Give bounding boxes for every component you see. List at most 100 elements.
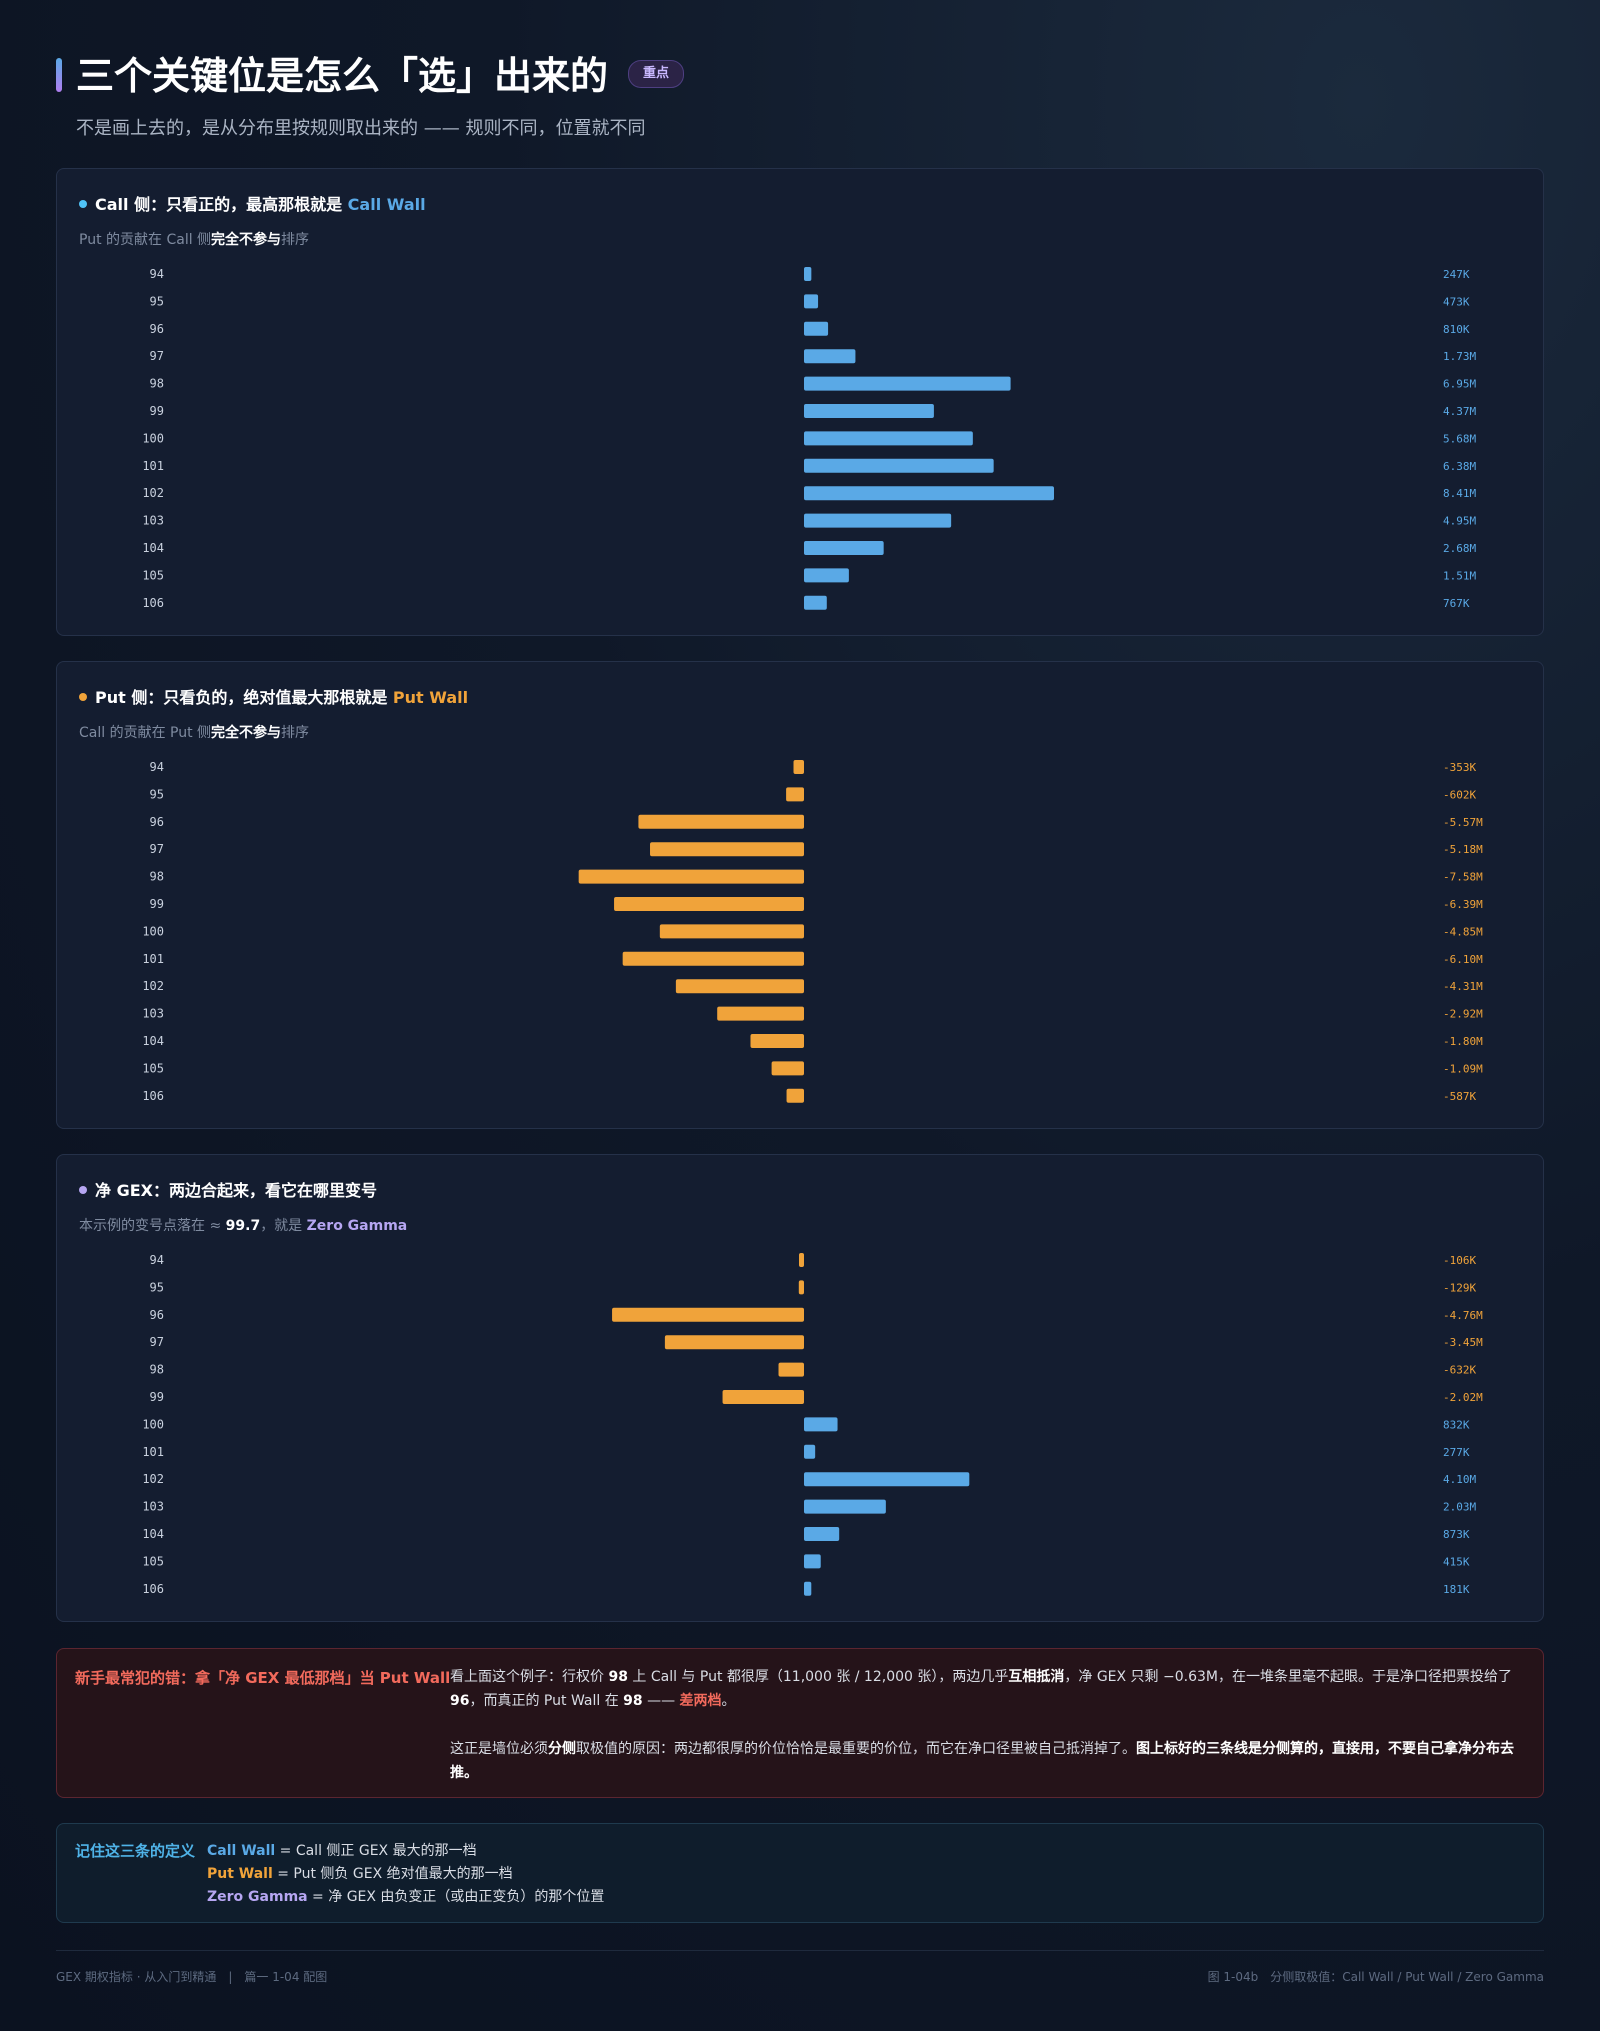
- gex-bar: [804, 404, 934, 418]
- strike-tick-label: 95: [150, 294, 164, 308]
- def-term: Put Wall: [207, 1866, 273, 1882]
- def-desc: = Put 侧负 GEX 绝对值最大的那一档: [272, 1866, 513, 1882]
- gex-bar: [750, 1034, 804, 1048]
- gex-bar: [804, 513, 952, 528]
- w-strike-98b: 98: [623, 1693, 643, 1709]
- strike-tick-label: 99: [150, 897, 164, 911]
- def-desc: = 净 GEX 由负变正（或由正变负）的那个位置: [307, 1889, 605, 1905]
- gex-value-label: 277K: [1443, 1446, 1470, 1459]
- gex-value-label: -4.85M: [1443, 925, 1483, 938]
- gex-value-label: -7.58M: [1443, 871, 1483, 884]
- gex-value-label: -106K: [1443, 1254, 1476, 1267]
- net-sub-suffix: ，就是: [260, 1218, 303, 1234]
- w-period: 。: [721, 1693, 736, 1709]
- strike-tick-label: 103: [142, 1007, 164, 1021]
- gex-bar: [804, 568, 849, 583]
- gex-bar: [804, 1417, 838, 1432]
- strike-tick-label: 101: [142, 952, 164, 966]
- w-text: ，净 GEX 只剩 −0.63M，在一堆条里毫不起眼。于是净口径把票投给了: [1064, 1669, 1512, 1685]
- mistake-paragraph-1: 看上面这个例子：行权价 98 上 Call 与 Put 都很厚（11,000 张…: [450, 1665, 1520, 1713]
- call-dot-icon: [79, 199, 87, 208]
- gex-value-label: 473K: [1443, 295, 1470, 308]
- gex-bar: [804, 486, 1054, 501]
- gex-value-label: -602K: [1443, 788, 1476, 801]
- gex-bar: [717, 1006, 804, 1021]
- strike-tick-label: 98: [150, 377, 164, 391]
- w-offset-bold: 互相抵消: [1008, 1669, 1065, 1685]
- gex-value-label: -632K: [1443, 1364, 1476, 1377]
- w-strike-96: 96: [450, 1693, 470, 1709]
- gex-bar: [798, 1280, 804, 1295]
- gex-bar: [614, 897, 804, 911]
- strike-tick-label: 106: [142, 596, 164, 610]
- call-wall-highlight: Call Wall: [347, 195, 426, 214]
- strike-tick-label: 105: [142, 568, 164, 582]
- gex-value-label: 415K: [1443, 1555, 1470, 1568]
- gex-bar: [804, 458, 994, 473]
- page-subtitle: 不是画上去的，是从分布里按规则取出来的 —— 规则不同，位置就不同: [76, 118, 646, 139]
- gex-value-label: 6.95M: [1443, 378, 1476, 391]
- gex-value-label: -6.10M: [1443, 953, 1483, 966]
- zero-gamma-value: 99.7: [225, 1218, 261, 1234]
- gex-bar: [793, 760, 804, 774]
- gex-bar: [664, 1335, 804, 1350]
- mistake-paragraph-2: 这正是墙位必须分侧取极值的原因：两边都很厚的价位恰恰是最重要的价位，而它在净口径…: [450, 1737, 1520, 1785]
- put-sub-bold: 完全不参与: [211, 725, 282, 741]
- strike-tick-label: 105: [142, 1554, 164, 1568]
- strike-tick-label: 96: [150, 1308, 164, 1322]
- gex-value-label: 2.03M: [1443, 1501, 1476, 1514]
- gex-bar: [771, 1061, 804, 1076]
- strike-tick-label: 98: [150, 1363, 164, 1377]
- w-text: ，而真正的 Put Wall 在: [469, 1693, 619, 1709]
- put-gex-chart: 94 -353K 95 -602K 96 -5.57M 97 -5.18M 98 -7.58M 99…: [142, 760, 1483, 1103]
- call-panel-title: Call 侧：只看正的，最高那根就是 Call Wall: [79, 191, 426, 215]
- gex-value-label: 810K: [1443, 323, 1470, 336]
- gex-bar: [804, 595, 827, 610]
- strike-tick-label: 99: [150, 1390, 164, 1404]
- strike-tick-label: 97: [150, 1335, 164, 1349]
- strike-tick-label: 99: [150, 404, 164, 418]
- gex-bar: [804, 1581, 812, 1596]
- w-strike-98: 98: [608, 1669, 628, 1685]
- net-panel-title: 净 GEX：两边合起来，看它在哪里变号: [79, 1177, 377, 1201]
- gex-bar: [778, 1362, 804, 1377]
- strike-tick-label: 103: [142, 1500, 164, 1514]
- gex-value-label: 2.68M: [1443, 542, 1476, 555]
- gex-bar: [786, 1088, 804, 1103]
- net-dot-icon: [79, 1185, 87, 1194]
- gex-bar: [804, 541, 884, 555]
- strike-tick-label: 94: [150, 1253, 164, 1267]
- call-sub-bold: 完全不参与: [211, 232, 282, 248]
- def-call-wall: Call Wall = Call 侧正 GEX 最大的那一档: [207, 1840, 477, 1860]
- title-accent-bar: [56, 58, 62, 92]
- w-text: 这正是墙位必须: [450, 1741, 548, 1757]
- def-desc: = Call 侧正 GEX 最大的那一档: [275, 1843, 477, 1859]
- w-conclusion: 图上标好的三条线是分侧算的，直接用，不要自己拿净分布去推。: [450, 1741, 1514, 1781]
- gex-bar: [804, 1444, 816, 1459]
- put-wall-highlight: Put Wall: [392, 688, 469, 707]
- strike-tick-label: 105: [142, 1061, 164, 1075]
- gex-bar: [804, 1499, 886, 1514]
- call-panel-subtitle: Put 的贡献在 Call 侧完全不参与排序: [79, 229, 309, 249]
- gex-bar: [804, 321, 829, 336]
- gex-value-label: -4.31M: [1443, 980, 1483, 993]
- strike-tick-label: 97: [150, 349, 164, 363]
- call-panel-title-text: Call 侧：只看正的，最高那根就是: [95, 195, 343, 214]
- put-side-panel: Put 侧：只看负的，绝对值最大那根就是 Put Wall Call 的贡献在 …: [56, 661, 1544, 1129]
- call-sub-prefix: Put 的贡献在 Call 侧: [79, 232, 212, 248]
- gex-value-label: 6.38M: [1443, 460, 1476, 473]
- strike-tick-label: 104: [142, 1527, 164, 1541]
- strike-tick-label: 102: [142, 1472, 164, 1486]
- gex-value-label: -353K: [1443, 761, 1476, 774]
- gex-value-label: 767K: [1443, 597, 1470, 610]
- def-zero-gamma: Zero Gamma = 净 GEX 由负变正（或由正变负）的那个位置: [207, 1886, 604, 1906]
- footer-caption: 图 1-04b 分侧取极值：Call Wall / Put Wall / Zer…: [1207, 1970, 1544, 1984]
- put-sub-suffix: 排序: [281, 725, 310, 741]
- mistake-label: 新手最常犯的错：拿「净 GEX 最低那档」当 Put Wall: [75, 1669, 451, 1687]
- w-text: 取极值的原因：两边都很厚的价位恰恰是最重要的价位，而它在净口径里被自己抵消掉了。: [576, 1741, 1136, 1757]
- net-gex-chart: 94 -106K 95 -129K 96 -4.76M 97 -3.45M 98 -632K 99 -…: [142, 1253, 1483, 1596]
- strike-tick-label: 98: [150, 870, 164, 884]
- gex-value-label: -4.76M: [1443, 1309, 1483, 1322]
- gex-bar: [804, 1554, 821, 1569]
- gex-bar: [659, 924, 804, 939]
